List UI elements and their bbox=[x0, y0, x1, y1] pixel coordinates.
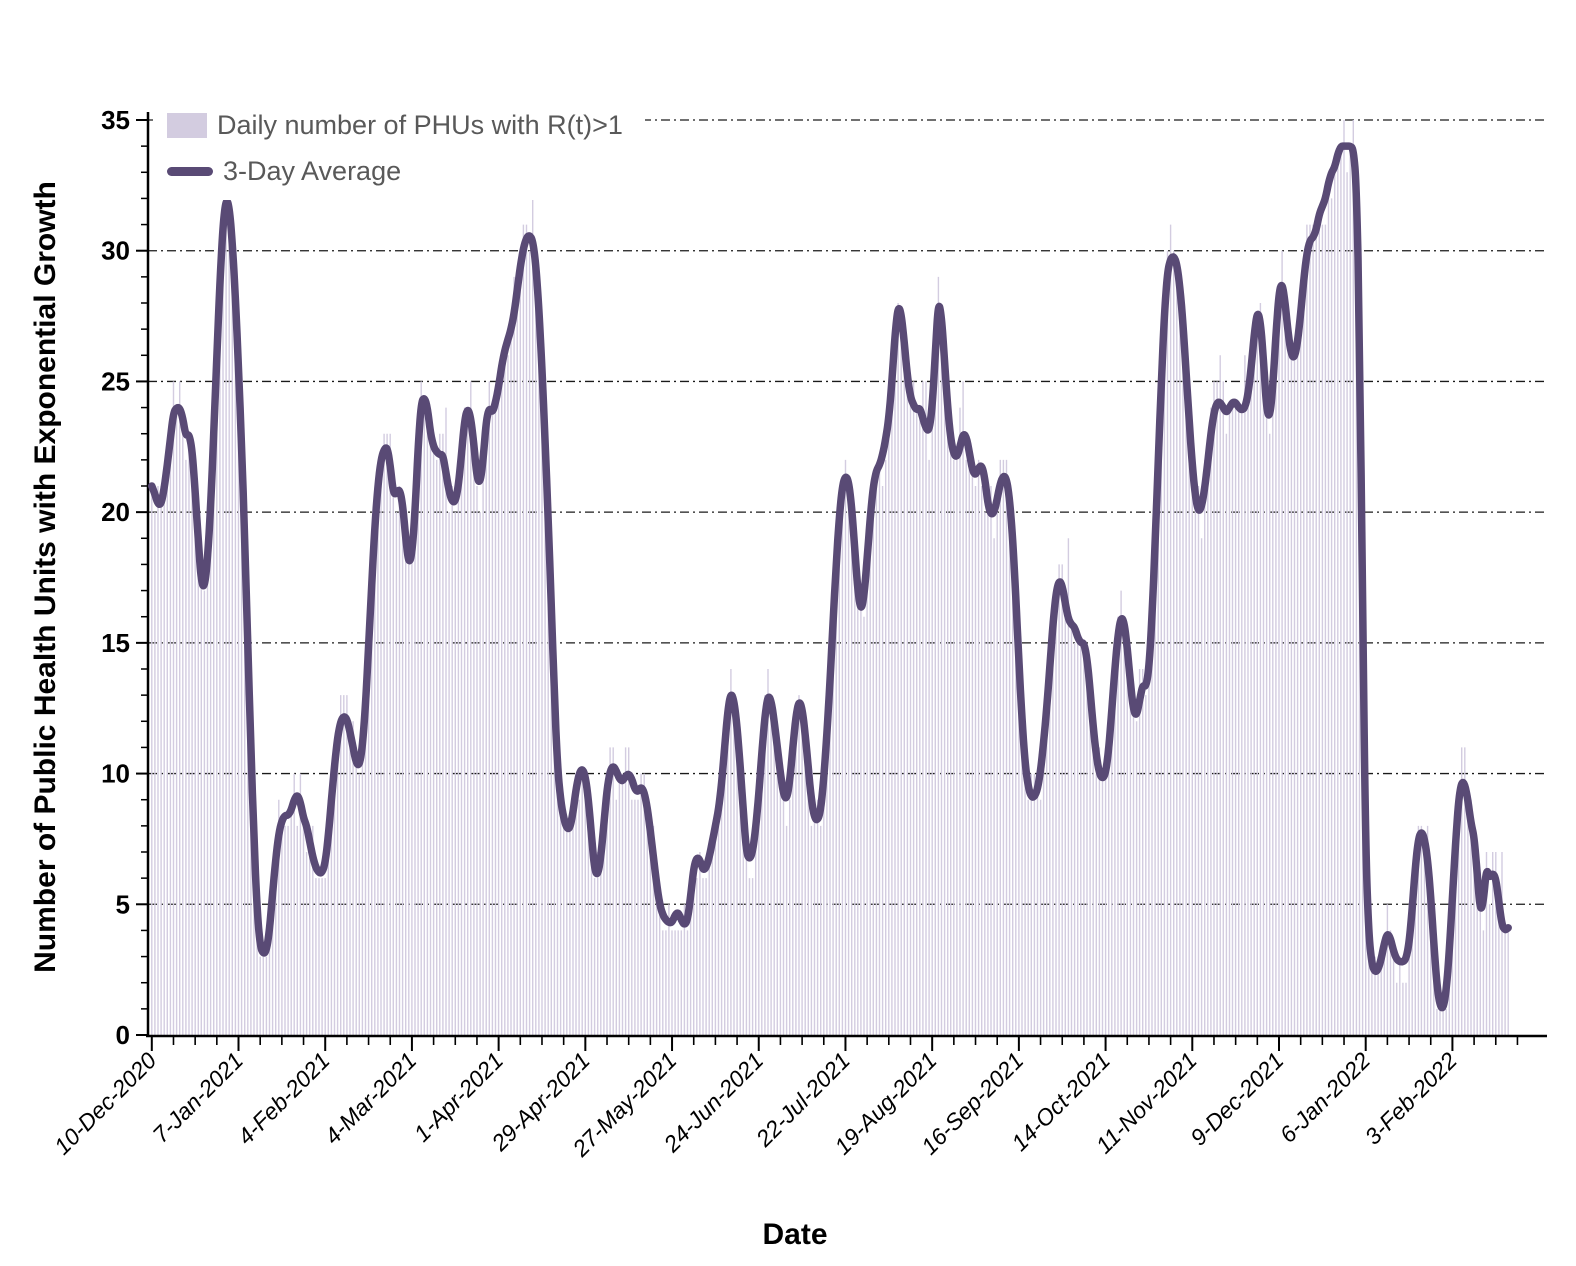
x-ticks: 10-Dec-20207-Jan-20214-Feb-20214-Mar-202… bbox=[49, 1036, 1519, 1162]
daily-bars bbox=[151, 120, 1509, 1035]
average bbox=[148, 142, 1512, 1012]
y-tick-label: 10 bbox=[101, 759, 130, 789]
legend-item-average: 3-Day Average bbox=[167, 148, 623, 194]
y-tick-label: 20 bbox=[101, 497, 130, 527]
y-tick-label: 5 bbox=[116, 889, 130, 919]
y-tick-label: 35 bbox=[101, 105, 130, 135]
x-tick-label: 10-Dec-2020 bbox=[49, 1047, 162, 1160]
bar-swatch-icon bbox=[167, 112, 207, 138]
bars bbox=[151, 120, 1509, 1035]
legend-label-average: 3-Day Average bbox=[223, 155, 402, 186]
x-axis-title: Date bbox=[762, 1218, 828, 1251]
y-tick-label: 25 bbox=[101, 366, 130, 396]
y-tick-label: 15 bbox=[101, 628, 130, 658]
x-tick-label: 4-Feb-2021 bbox=[232, 1047, 334, 1149]
legend: Daily number of PHUs with R(t)>1 3-Day A… bbox=[153, 100, 645, 200]
y-axis-title: Number of Public Health Units with Expon… bbox=[29, 181, 62, 973]
legend-item-daily: Daily number of PHUs with R(t)>1 bbox=[167, 102, 623, 148]
y-tick-label: 0 bbox=[116, 1020, 130, 1050]
y-tick-label: 30 bbox=[101, 236, 130, 266]
legend-label-daily: Daily number of PHUs with R(t)>1 bbox=[217, 109, 623, 140]
x-tick-label: 3-Feb-2022 bbox=[1359, 1047, 1462, 1150]
average-line bbox=[148, 142, 1512, 1012]
y-ticks: 0 5 10 15 20 25 30 35 bbox=[101, 105, 148, 1050]
x-tick-label: 9-Dec-2021 bbox=[1185, 1047, 1288, 1150]
line-swatch-icon bbox=[167, 166, 213, 176]
x-tick-label: 4-Mar-2021 bbox=[319, 1047, 421, 1149]
axes bbox=[146, 112, 1547, 1038]
